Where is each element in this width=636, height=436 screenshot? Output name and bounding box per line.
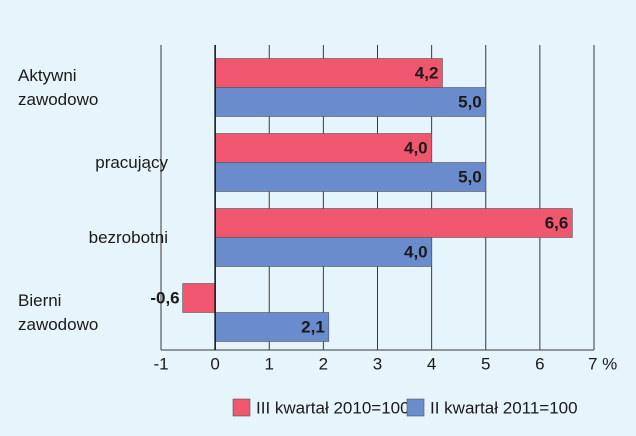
bar xyxy=(214,312,330,342)
bar xyxy=(214,237,432,267)
category-label: Aktywni zawodowo xyxy=(18,65,99,109)
category-label: pracujący xyxy=(95,152,168,172)
bar xyxy=(214,87,487,117)
bar xyxy=(214,133,432,163)
x-tick-label: -1 xyxy=(153,354,168,373)
x-tick-label: 4 xyxy=(427,354,436,373)
bar xyxy=(214,208,573,238)
category-label: bezrobotni xyxy=(88,227,168,247)
x-tick-label: 3 xyxy=(373,354,382,373)
legend-label: III kwartał 2010=100 xyxy=(256,398,410,417)
x-tick-label: 2 xyxy=(319,354,328,373)
x-tick-label: 7 % xyxy=(588,354,617,373)
value-label: 4,0 xyxy=(404,242,428,261)
x-tick-label: 5 xyxy=(481,354,490,373)
value-label: 5,0 xyxy=(458,92,482,111)
bar xyxy=(214,58,443,88)
value-label: 4,0 xyxy=(404,138,428,157)
value-label: 4,2 xyxy=(415,63,439,82)
value-label: 6,6 xyxy=(545,213,569,232)
bar xyxy=(214,162,487,192)
x-tick-label: 0 xyxy=(210,354,219,373)
value-label: 2,1 xyxy=(301,317,325,336)
x-tick-label: 1 xyxy=(265,354,274,373)
category-label: Bierni zawodowo xyxy=(18,290,99,334)
x-tick-label: 6 xyxy=(535,354,544,373)
legend-swatch xyxy=(406,398,425,417)
value-label: -0,6 xyxy=(150,288,179,307)
legend-label: II kwartał 2011=100 xyxy=(430,398,578,417)
bar xyxy=(182,283,216,313)
value-label: 5,0 xyxy=(458,167,482,186)
legend-swatch xyxy=(232,398,251,417)
